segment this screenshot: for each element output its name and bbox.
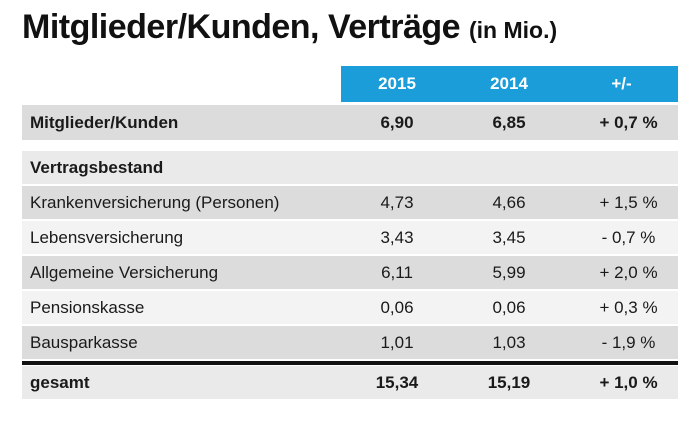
cell-2014: 15,19 <box>487 372 531 392</box>
cell-delta: + 1,0 % <box>599 372 658 392</box>
total-separator-rule <box>22 361 678 365</box>
cell-delta: + 1,5 % <box>599 192 658 212</box>
cell-2014: 0,06 <box>492 297 526 317</box>
cell-delta: - 0,7 % <box>601 227 656 247</box>
table-header-row: 2015 2014 +/- <box>22 66 678 102</box>
row-label: gesamt <box>30 372 90 392</box>
cell-2015: 6,11 <box>381 262 413 282</box>
cell-2014: 5,99 <box>492 262 526 282</box>
cell-2015: 4,73 <box>380 192 414 212</box>
members-contracts-table: 2015 2014 +/- Mitglieder/Kunden 6,90 6,8… <box>22 66 678 399</box>
row-label: Allgemeine Versicherung <box>30 262 219 282</box>
row-label: Mitglieder/Kunden <box>30 112 179 132</box>
column-header-2015: 2015 <box>341 66 453 102</box>
cell-delta: + 0,7 % <box>599 112 658 132</box>
table-row-pensionskasse: Pensionskasse 0,06 0,06 + 0,3 % <box>22 291 678 324</box>
table-row-bausparkasse: Bausparkasse 1,01 1,03 - 1,9 % <box>22 326 678 359</box>
page-title-text: Mitglieder/Kunden, Verträge <box>22 8 461 46</box>
row-label: Krankenversicherung (Personen) <box>30 192 280 212</box>
cell-delta: + 2,0 % <box>599 262 658 282</box>
row-label: Vertragsbestand <box>30 157 164 177</box>
cell-2015: 0,06 <box>380 297 414 317</box>
table-row-allgemeine-versicherung: Allgemeine Versicherung 6,11 5,99 + 2,0 … <box>22 256 678 289</box>
table-row-mitglieder-kunden: Mitglieder/Kunden 6,90 6,85 + 0,7 % <box>22 105 678 140</box>
cell-delta: + 0,3 % <box>599 297 658 317</box>
cell-delta: - 1,9 % <box>601 332 656 352</box>
page-title-unit: (in Mio.) <box>468 17 558 43</box>
column-header-2014: 2014 <box>453 66 565 102</box>
row-label: Bausparkasse <box>30 332 138 352</box>
table-row-lebensversicherung: Lebensversicherung 3,43 3,45 - 0,7 % <box>22 221 678 254</box>
row-label: Lebensversicherung <box>30 227 184 247</box>
cell-2014: 6,85 <box>492 112 526 132</box>
table-row-gesamt: gesamt 15,34 15,19 + 1,0 % <box>22 366 678 399</box>
cell-2015: 6,90 <box>380 112 414 132</box>
cell-2015: 1,01 <box>380 332 414 352</box>
cell-2015: 3,43 <box>380 227 414 247</box>
cell-2014: 3,45 <box>492 227 526 247</box>
page-title: Mitglieder/Kunden, Verträge (in Mio.) <box>0 0 700 47</box>
column-header-delta: +/- <box>565 66 678 102</box>
row-label: Pensionskasse <box>30 297 145 317</box>
cell-2014: 4,66 <box>492 192 526 212</box>
cell-2015: 15,34 <box>375 372 419 392</box>
table-row-krankenversicherung: Krankenversicherung (Personen) 4,73 4,66… <box>22 186 678 219</box>
table-row-vertragsbestand-section: Vertragsbestand <box>22 151 678 184</box>
cell-2014: 1,03 <box>492 332 526 352</box>
